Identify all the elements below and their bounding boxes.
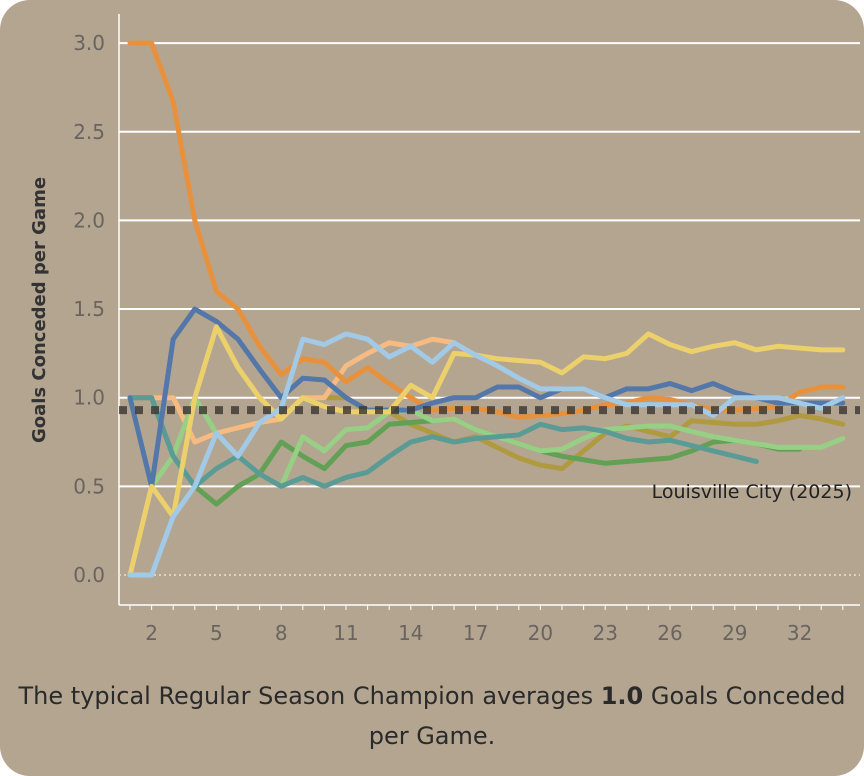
x-tick-label: 14	[398, 621, 423, 645]
x-tick-label: 17	[463, 621, 488, 645]
x-tick-label: 26	[657, 621, 682, 645]
x-tick-label: 32	[787, 621, 812, 645]
x-tick-label: 5	[210, 621, 223, 645]
x-tick-label: 11	[333, 621, 358, 645]
x-tick-label: 23	[592, 621, 617, 645]
reference-line-label: Louisville City (2025)	[652, 481, 852, 503]
series-line-orange	[127, 40, 846, 420]
line-chart: 0.0 0.5 1.0 1.5 2.0 2.5 3.0 2 5 8 11 14 17 20 23 26 29 32…	[29, 14, 860, 645]
series-line-yellow	[127, 324, 846, 578]
series-line-blue	[127, 306, 846, 489]
y-axis-title: Goals Conceded per Game	[29, 177, 50, 443]
x-tick-label: 8	[275, 621, 288, 645]
x-tick-label: 20	[528, 621, 553, 645]
caption-value: 1.0	[600, 682, 644, 710]
y-tick-label: 2.0	[73, 208, 105, 232]
y-tick-label: 0.0	[73, 563, 105, 587]
y-tick-label: 1.0	[73, 386, 105, 410]
y-tick-label: 3.0	[73, 31, 105, 55]
x-tick-label: 2	[145, 621, 158, 645]
caption-text: The typical Regular Season Champion aver…	[18, 682, 601, 710]
series-line-teal	[127, 395, 759, 489]
y-tick-label: 0.5	[73, 474, 105, 498]
y-tick-label: 2.5	[73, 120, 105, 144]
y-tick-label: 1.5	[73, 297, 105, 321]
x-tick-label: 29	[722, 621, 747, 645]
caption-text-end: Goals Conceded per Game.	[368, 682, 846, 750]
series-line-light-blue	[127, 331, 846, 578]
chart-caption: The typical Regular Season Champion aver…	[0, 676, 864, 756]
